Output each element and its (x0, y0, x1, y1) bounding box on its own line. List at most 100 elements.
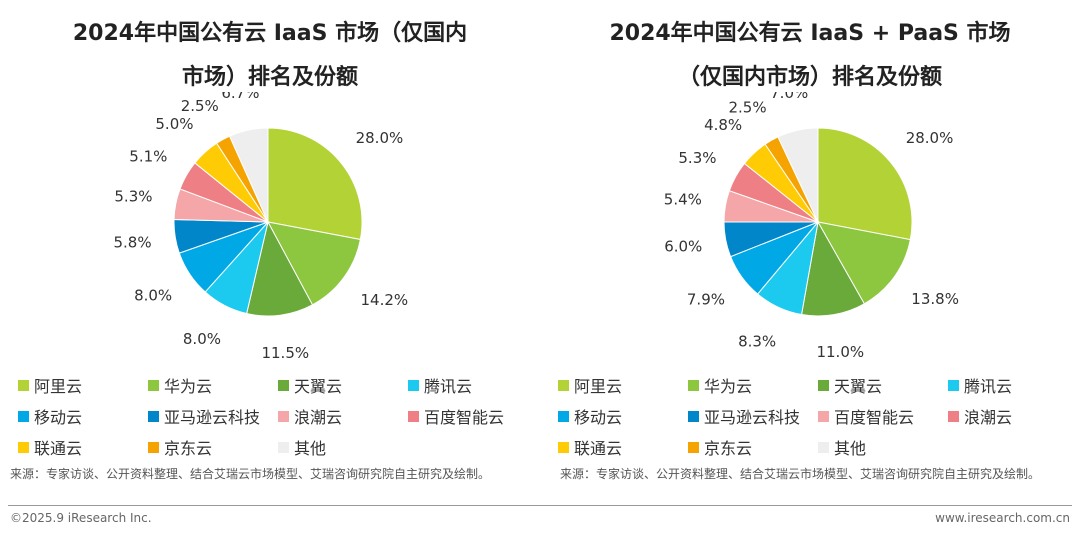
legend-swatch (948, 379, 959, 391)
slice-value-label: 5.3% (678, 149, 716, 167)
legend-label: 浪潮云 (294, 408, 343, 427)
pie-chart-iaas: 28.0% 14.2% 11.5% 8.0% 8.0% 5.8% 5.3% 5.1% 5.0%2… (113, 92, 409, 362)
legend-item: 京东云 (148, 436, 212, 458)
chart-title: 2024年中国公有云 IaaS + PaaS 市场 （仅国内市场）排名及份额 (560, 12, 1060, 100)
chart-title-line-1: 2024年中国公有云 IaaS + PaaS 市场 (609, 21, 1011, 46)
slice-value-label: 13.8% (911, 290, 959, 308)
chart-title-line-2: （仅国内市场）排名及份额 (677, 65, 942, 90)
legend-label: 联通云 (574, 439, 623, 458)
chart-title-line-1: 2024年中国公有云 IaaS 市场（仅国内 (72, 21, 468, 46)
legend-item: 华为云 (688, 374, 752, 396)
pie-slice (800, 220, 866, 317)
slice-value-label: 5.3% (114, 188, 152, 206)
footer-copyright: ©2025.9 iResearch Inc. (10, 511, 152, 525)
slice-value-label: 28.0% (906, 129, 954, 147)
legend-item: 移动云 (558, 405, 622, 427)
pie-slice (228, 127, 269, 223)
source-note: 来源：专家访谈、公开资料整理、结合艾瑞云市场模型、艾瑞咨询研究院自主研究及绘制。 (560, 467, 1041, 481)
legend-swatch (148, 410, 159, 422)
legend-item: 浪潮云 (278, 405, 342, 427)
slice-value-label: 7.9% (687, 290, 725, 308)
chart-panel-iaas: 2024年中国公有云 IaaS 市场（仅国内 市场）排名及份额 28.0% 14.… (0, 0, 540, 505)
legend-item: 移动云 (18, 405, 82, 427)
legend-label: 其他 (294, 439, 327, 458)
legend-swatch (408, 410, 419, 422)
legend-label: 浪潮云 (964, 408, 1013, 427)
slice-value-label: 2.5% (181, 97, 219, 115)
slice-value-label: 5.1% (129, 148, 167, 166)
chart-title-line-2: 市场）排名及份额 (181, 65, 358, 90)
slice-value-label: 6.7% (221, 92, 259, 102)
pie-slice (777, 127, 819, 223)
pie-chart-iaas-paas: 28.0% 13.8% 11.0% 8.3% 7.9% 6.0% 5.4% 5.3% 4.8%2… (664, 92, 959, 361)
legend-swatch (688, 379, 699, 391)
legend-swatch (278, 441, 289, 453)
legend-label: 京东云 (164, 439, 213, 458)
legend-item: 亚马逊云科技 (148, 405, 260, 427)
pie-slice (246, 220, 314, 317)
pie-slice (267, 221, 361, 306)
legend-swatch (408, 379, 419, 391)
legend-label: 其他 (834, 439, 867, 458)
legend-item: 百度智能云 (408, 405, 504, 427)
chart-panel-iaas-paas: 2024年中国公有云 IaaS + PaaS 市场 （仅国内市场）排名及份额 2… (540, 0, 1080, 505)
legend-label: 腾讯云 (964, 377, 1013, 396)
slice-value-label: 8.3% (738, 333, 776, 351)
legend-item: 阿里云 (18, 374, 82, 396)
legend-label: 阿里云 (574, 377, 623, 396)
pie-slice (817, 221, 911, 305)
legend-swatch (18, 379, 29, 391)
legend-label: 腾讯云 (424, 377, 473, 396)
legend-swatch (278, 379, 289, 391)
legend-label: 移动云 (574, 408, 623, 427)
slice-value-label: 7.0% (770, 92, 808, 102)
slice-value-label: 14.2% (361, 291, 409, 309)
pie-slice (267, 127, 363, 241)
legend-swatch (558, 379, 569, 391)
slice-value-label: 28.0% (356, 129, 404, 147)
pie-slice (817, 127, 913, 241)
chart-title: 2024年中国公有云 IaaS 市场（仅国内 市场）排名及份额 (20, 12, 520, 100)
legend-item: 阿里云 (558, 374, 622, 396)
footer-divider (8, 505, 1072, 506)
footer-website: www.iresearch.com.cn (935, 511, 1070, 525)
legend-swatch (148, 441, 159, 453)
legend-item: 联通云 (18, 436, 82, 458)
legend-item: 腾讯云 (948, 374, 1012, 396)
legend-label: 联通云 (34, 439, 83, 458)
legend-swatch (818, 441, 829, 453)
legend-item: 其他 (278, 436, 326, 458)
legend-label: 京东云 (704, 439, 753, 458)
legend-label: 华为云 (704, 377, 753, 396)
legend-swatch (278, 410, 289, 422)
legend-swatch (148, 379, 159, 391)
slice-value-label: 5.4% (664, 191, 702, 209)
legend-label: 移动云 (34, 408, 83, 427)
legend-item: 天翼云 (278, 374, 342, 396)
slice-value-label: 11.5% (261, 344, 309, 362)
legend-item: 浪潮云 (948, 405, 1012, 427)
legend-item: 华为云 (148, 374, 212, 396)
legend-swatch (688, 441, 699, 453)
slice-value-label: 11.0% (816, 343, 864, 361)
legend-label: 华为云 (164, 377, 213, 396)
legend-label: 亚马逊云科技 (164, 408, 261, 427)
slice-value-label: 5.0% (155, 115, 193, 133)
legend-item: 其他 (818, 436, 866, 458)
legend-label: 阿里云 (34, 377, 83, 396)
legend-swatch (558, 441, 569, 453)
legend-swatch (688, 410, 699, 422)
slice-value-label: 4.8% (704, 116, 742, 134)
legend-swatch (948, 410, 959, 422)
legend-item: 京东云 (688, 436, 752, 458)
slice-value-label: 6.0% (664, 238, 702, 256)
legend-item: 天翼云 (818, 374, 882, 396)
legend-item: 联通云 (558, 436, 622, 458)
legend-swatch (18, 441, 29, 453)
legend-label: 天翼云 (834, 377, 883, 396)
slice-value-label: 8.0% (183, 330, 221, 348)
legend-swatch (818, 410, 829, 422)
slice-value-label: 2.5% (728, 98, 766, 116)
legend-item: 腾讯云 (408, 374, 472, 396)
legend-label: 百度智能云 (424, 408, 505, 427)
